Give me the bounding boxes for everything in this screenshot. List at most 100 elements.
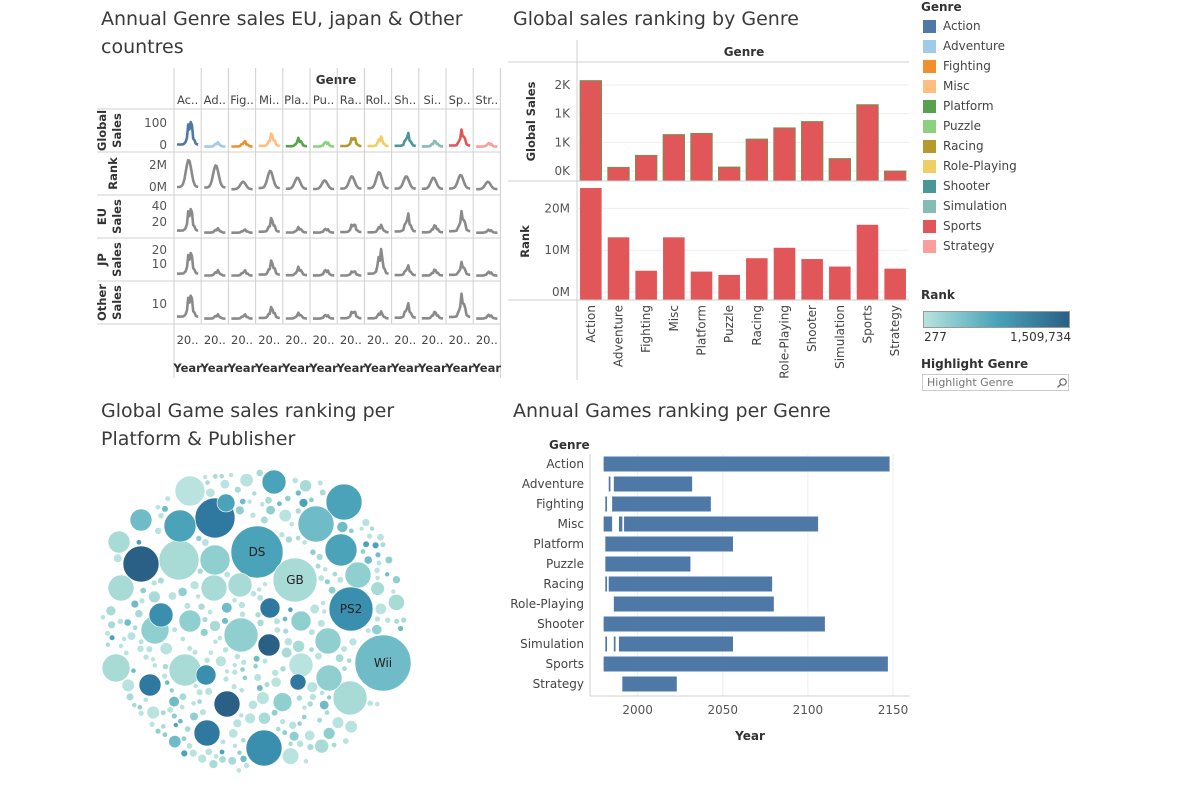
platform-publisher-bubble <box>148 602 174 628</box>
platform-publisher-bubble <box>366 532 373 540</box>
trellis-sparkline <box>204 164 226 189</box>
platform-publisher-bubble <box>346 657 353 664</box>
trellis-year-tick: 20.. <box>394 333 416 347</box>
platform-publisher-bubble <box>186 645 193 652</box>
trellis-x-label: Year <box>472 361 502 375</box>
trellis-y-tick: 20 <box>152 215 167 229</box>
platform-publisher-bubble <box>164 495 171 502</box>
legend-item-misc[interactable]: Misc <box>921 76 1121 96</box>
platform-publisher-bubble <box>227 756 237 766</box>
platform-publisher-bubble <box>288 720 297 730</box>
platform-publisher-bubble <box>183 602 192 610</box>
platform-publisher-bubble <box>297 505 335 543</box>
platform-publisher-bubble <box>154 728 162 735</box>
legend-label: Puzzle <box>943 119 981 133</box>
trellis-sparkline <box>258 259 280 276</box>
platform-publisher-bubble-chart[interactable]: DS GB PS2 Wii <box>90 460 420 780</box>
rank-category-text: Simulation <box>833 305 847 369</box>
platform-publisher-bubble <box>256 691 270 705</box>
platform-publisher-bubble <box>137 638 145 645</box>
search-icon[interactable] <box>1056 377 1068 389</box>
rank-category-text: Action <box>584 305 598 343</box>
platform-publisher-bubble <box>137 710 145 717</box>
platform-publisher-bubble <box>317 479 324 487</box>
trellis-column-label: Pu.. <box>313 93 334 107</box>
annual-genre-trellis-chart[interactable]: GenreAc..20..YearAd..20..YearFig..20..Ye… <box>0 0 505 385</box>
rank-y-tick: 1K <box>554 107 571 121</box>
legend-item-strategy[interactable]: Strategy <box>921 236 1121 256</box>
legend-item-fighting[interactable]: Fighting <box>921 56 1121 76</box>
bubble-label: Wii <box>374 656 392 670</box>
platform-publisher-bubble <box>292 640 305 653</box>
platform-publisher-bubble <box>258 711 271 725</box>
platform-publisher-bubble <box>208 759 219 769</box>
rank-category-text: Role-Playing <box>778 305 792 379</box>
gantt-bar <box>622 676 677 692</box>
platform-publisher-bubble <box>259 597 281 619</box>
platform-publisher-bubble <box>384 571 391 578</box>
platform-publisher-bubble <box>359 548 366 555</box>
rank-rank-bar <box>773 247 796 300</box>
platform-publisher-bubble <box>162 663 169 670</box>
platform-publisher-bubble <box>354 634 412 692</box>
platform-publisher-bubble <box>142 696 149 703</box>
platform-publisher-bubble <box>155 504 161 511</box>
platform-publisher-bubble <box>384 555 394 565</box>
trellis-sparkline <box>312 140 335 148</box>
platform-publisher-bubble <box>309 548 317 556</box>
platform-publisher-bubble <box>304 729 316 741</box>
platform-publisher-bubble <box>195 535 203 542</box>
trellis-sparkline <box>367 135 389 148</box>
trellis-sparkline <box>367 310 389 320</box>
legend-swatch <box>923 19 936 33</box>
platform-publisher-bubble <box>227 572 253 598</box>
legend-item-shooter[interactable]: Shooter <box>921 176 1121 196</box>
legend-item-simulation[interactable]: Simulation <box>921 196 1121 216</box>
rank-category-text: Platform <box>695 305 709 356</box>
legend-item-platform[interactable]: Platform <box>921 96 1121 116</box>
gantt-bar <box>608 576 773 592</box>
legend-item-action[interactable]: Action <box>921 16 1121 36</box>
rank-rank-bar <box>856 224 879 300</box>
legend-swatch <box>923 139 936 153</box>
legend-item-adventure[interactable]: Adventure <box>921 36 1121 56</box>
platform-publisher-bubble <box>298 498 309 508</box>
platform-publisher-bubble <box>160 709 167 716</box>
platform-publisher-bubble <box>157 576 165 585</box>
platform-publisher-bubble <box>322 566 329 573</box>
gantt-bar <box>608 476 611 492</box>
highlight-genre-input[interactable] <box>922 374 1069 391</box>
platform-publisher-bubble <box>191 649 199 656</box>
platform-publisher-bubble <box>308 496 315 503</box>
trellis-sparkline <box>204 268 226 277</box>
platform-publisher-bubble <box>344 561 372 589</box>
trellis-y-tick: 10 <box>152 257 167 271</box>
platform-publisher-bubble <box>221 617 229 625</box>
platform-publisher-bubble <box>130 667 137 674</box>
rank-y-label-text: Global Sales <box>524 81 538 161</box>
annual-genre-title: Annual Genre sales EU, japan & Other cou… <box>101 5 501 61</box>
platform-publisher-bubble <box>371 624 383 635</box>
trellis-year-tick: 20.. <box>421 333 443 347</box>
platform-publisher-bubble <box>168 696 180 708</box>
annual-rank-gantt-chart[interactable]: Genre 2000 2050 2100 2150 Year Action Adventure… <box>505 430 925 750</box>
legend-item-puzzle[interactable]: Puzzle <box>921 116 1121 136</box>
rank-sales-bar <box>856 104 879 182</box>
legend-item-racing[interactable]: Racing <box>921 136 1121 156</box>
platform-publisher-bubble <box>331 571 338 578</box>
platform-publisher-bubble <box>171 626 178 633</box>
platform-publisher-bubble <box>168 653 202 687</box>
trellis-sparkline <box>394 301 417 320</box>
platform-publisher-bubble <box>231 669 239 676</box>
legend-swatch <box>923 79 936 93</box>
platform-publisher-bubble <box>231 597 238 604</box>
legend-item-sports[interactable]: Sports <box>921 216 1121 236</box>
gantt-y-header: Genre <box>549 438 590 452</box>
platform-publisher-bubble <box>263 681 271 688</box>
global-rank-bar-chart[interactable]: Genre 0K 1K 1K 2K Global Sales 0M 10M 20M Rank Act… <box>505 0 910 385</box>
annual-rank-title: Annual Games ranking per Genre <box>513 400 831 422</box>
legend-label: Role-Playing <box>943 159 1017 173</box>
legend-item-role-playing[interactable]: Role-Playing <box>921 156 1121 176</box>
trellis-year-tick: 20.. <box>449 333 471 347</box>
trellis-sparkline <box>421 176 444 191</box>
